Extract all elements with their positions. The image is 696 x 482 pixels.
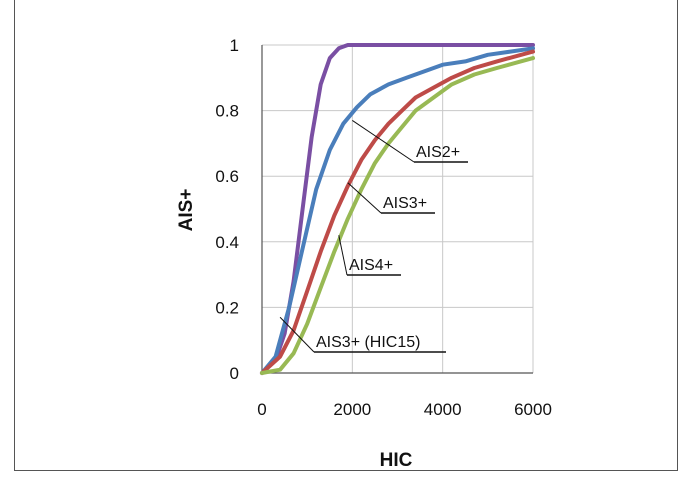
y-tick-label-5: 1 [230,36,239,55]
callout-label-2: AIS4+ [349,257,393,274]
callout-label-0: AIS2+ [416,144,460,161]
axes [261,45,533,374]
tick-labels: 0 2000 4000 6000 0 0.2 0.4 0.6 0.8 1 [215,36,552,419]
series-line-1 [260,46,535,375]
y-axis-title: AIS+ [176,189,197,232]
x-axis-title: HIC [380,450,413,471]
y-tick-label-3: 0.6 [215,167,239,186]
callout-leader-3 [279,316,315,353]
series-lines [260,43,535,375]
x-tick-label-1: 2000 [333,400,371,419]
y-tick-label-1: 0.2 [215,298,239,317]
x-tick-label-2: 4000 [424,400,462,419]
x-tick-label-3: 6000 [514,400,552,419]
callout-label-1: AIS3+ [383,195,427,212]
chart-frame [14,0,678,471]
callout-leader-2 [338,235,348,276]
y-tick-label-4: 0.8 [215,102,239,121]
y-tick-label-2: 0.4 [215,233,239,252]
callout-label-3: AIS3+ (HIC15) [316,334,420,351]
y-tick-label-0: 0 [230,364,239,383]
series-line-2 [260,49,535,375]
x-tick-label-0: 0 [257,400,266,419]
series-line-3 [260,56,535,375]
callout-leader-1 [347,182,382,214]
callouts: AIS2+ AIS3+ AIS4+ AIS3+ (HIC15) [279,120,468,353]
callout-leader-0 [352,120,415,163]
